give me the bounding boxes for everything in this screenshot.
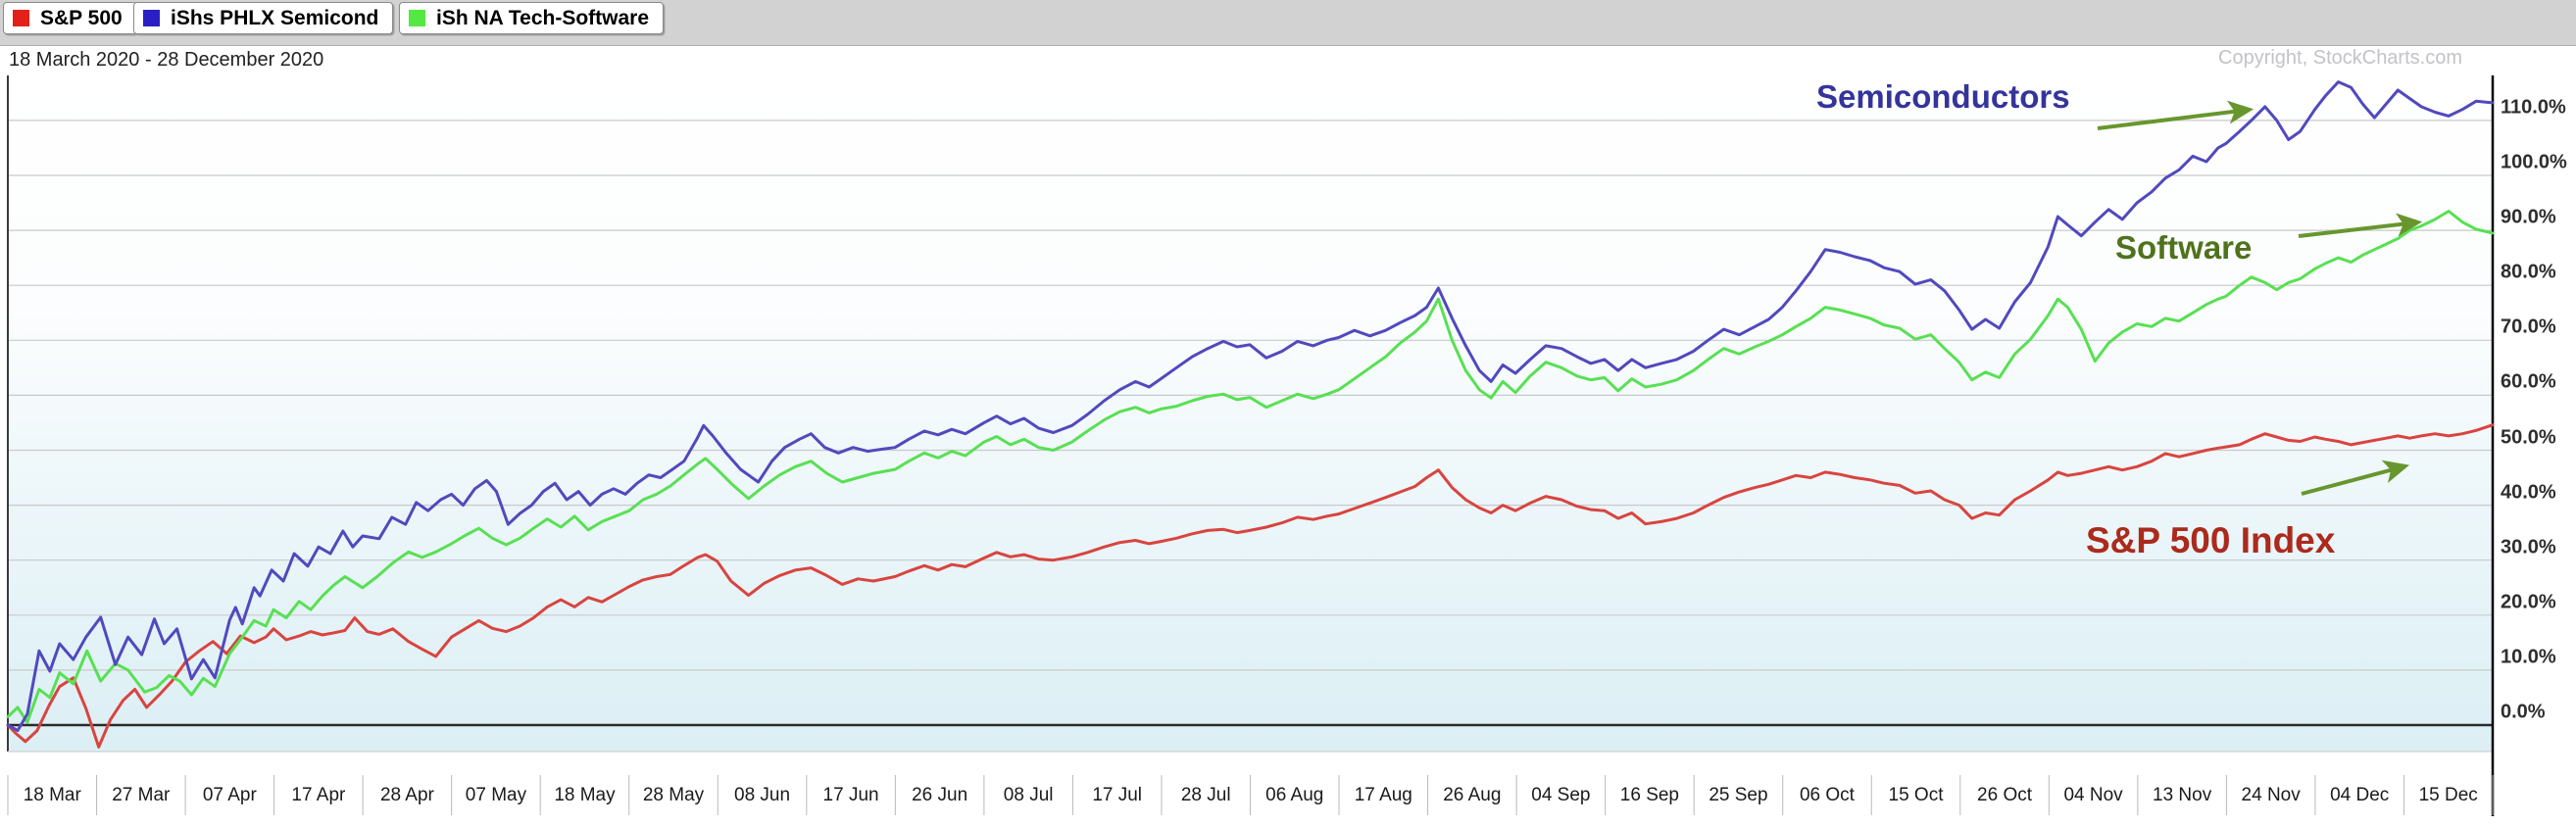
x-axis-label: 17 Jul — [1092, 785, 1143, 805]
legend-button-label: S&P 500 — [40, 6, 123, 29]
x-axis-label: 06 Oct — [1799, 785, 1855, 805]
series-line-ish-na-tech-software — [6, 210, 2495, 724]
annotation-arrow — [2301, 460, 2410, 496]
legend-color-swatch — [143, 10, 160, 26]
x-axis-label: 07 Apr — [202, 785, 257, 805]
y-axis-label: 60.0% — [2501, 370, 2556, 393]
x-axis-label: 28 Jul — [1180, 785, 1231, 805]
y-axis-label: 0.0% — [2501, 701, 2546, 723]
plot-background — [8, 75, 2493, 752]
y-axis-label: 70.0% — [2501, 315, 2556, 338]
series-lines — [6, 80, 2495, 749]
series-line-ishs-phlx-semicond — [6, 80, 2495, 733]
y-axis-label: 100.0% — [2501, 151, 2567, 173]
x-axis-label: 17 Apr — [291, 785, 346, 805]
annotation-semiconductors: Semiconductors — [1816, 78, 2070, 115]
y-axis-label: 50.0% — [2501, 426, 2556, 448]
x-axis-label: 25 Sep — [1709, 785, 1768, 805]
x-axis-label: 28 May — [642, 785, 705, 805]
legend-button-label: iSh NA Tech-Software — [436, 6, 650, 29]
annotation-software: Software — [2115, 229, 2253, 266]
x-axis-label: 16 Sep — [1619, 785, 1680, 805]
copyright-label: Copyright, StockCharts.com — [2218, 47, 2462, 69]
legend-button-ish-na-tech-software[interactable]: iSh NA Tech-Software — [399, 2, 665, 34]
x-axis-label: 17 Aug — [1354, 785, 1412, 805]
x-axis-label: 15 Oct — [1888, 785, 1944, 805]
x-axis-label: 04 Nov — [2063, 785, 2123, 805]
x-axis-label: 18 Mar — [23, 785, 81, 805]
gridlines — [8, 120, 2493, 671]
annotation-sp500-index: S&P 500 Index — [2086, 520, 2336, 560]
y-axis-label: 20.0% — [2501, 591, 2556, 613]
annotation-arrow — [2298, 213, 2423, 238]
y-axis-label: 80.0% — [2501, 261, 2556, 283]
x-axis-label: 27 Mar — [112, 785, 171, 805]
x-axis-label: 24 Nov — [2241, 785, 2301, 805]
axes — [7, 75, 2495, 816]
legend-color-swatch — [409, 10, 425, 26]
legend-button-label: iShs PHLX Semicond — [171, 6, 379, 29]
y-axis-label: 90.0% — [2501, 206, 2556, 228]
y-axis-label: 110.0% — [2501, 96, 2566, 119]
series-line-s-p-500 — [6, 423, 2495, 749]
annotation-arrows — [2097, 100, 2423, 496]
legend-button-ishs-phlx-semicond[interactable]: iShs PHLX Semicond — [133, 2, 394, 34]
y-axis-label: 10.0% — [2501, 646, 2556, 668]
x-axis-label: 15 Dec — [2418, 785, 2478, 805]
y-axis-label: 30.0% — [2501, 536, 2556, 558]
x-axis-label: 28 Apr — [379, 785, 434, 805]
legend-bar: S&P 500 iShs PHLX Semicond iSh NA Tech-Sof… — [0, 0, 2576, 46]
x-axis-label: 08 Jun — [734, 785, 791, 805]
x-axis-label: 26 Aug — [1443, 785, 1502, 805]
x-axis-label: 04 Dec — [2330, 785, 2390, 805]
x-axis-label: 04 Sep — [1531, 785, 1591, 805]
x-axis-label: 26 Jun — [912, 785, 968, 805]
date-range-label: 18 March 2020 - 28 December 2020 — [9, 49, 324, 71]
x-axis-label: 17 Jun — [822, 785, 879, 805]
annotation-arrow — [2097, 100, 2254, 130]
legend-button-s-p-500[interactable]: S&P 500 — [3, 2, 137, 34]
x-axis-label: 07 May — [465, 785, 527, 805]
y-axis-label: 40.0% — [2501, 481, 2556, 504]
x-axis-label: 08 Jul — [1003, 785, 1054, 805]
x-axis-label: 18 May — [554, 785, 616, 805]
x-axis-label: 26 Oct — [1977, 785, 2033, 805]
legend-color-swatch — [13, 10, 29, 26]
x-axis-label: 13 Nov — [2153, 785, 2212, 805]
x-axis-label: 06 Aug — [1265, 785, 1324, 805]
